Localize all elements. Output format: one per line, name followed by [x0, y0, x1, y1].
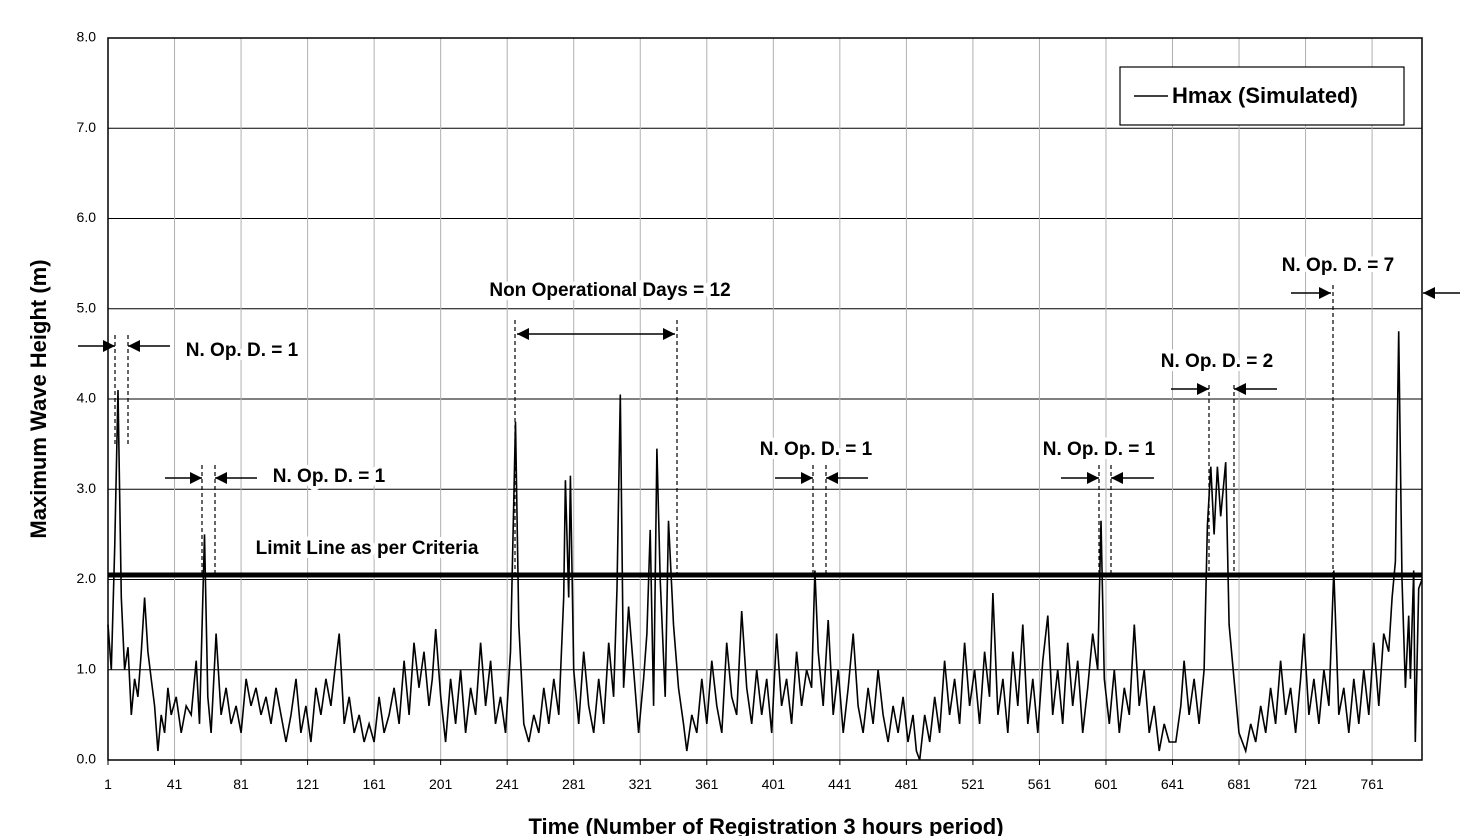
- annotation: N. Op. D. = 2: [1161, 351, 1273, 372]
- series-line: [107, 331, 1423, 761]
- x-tick-label: 41: [167, 776, 183, 792]
- x-tick-label: 321: [629, 776, 653, 792]
- x-tick-label: 681: [1227, 776, 1251, 792]
- x-tick-label: 761: [1360, 776, 1384, 792]
- x-tick-label: 1: [104, 776, 112, 792]
- x-tick-label: 161: [362, 776, 386, 792]
- x-tick-label: 121: [296, 776, 320, 792]
- x-tick-label: 201: [429, 776, 453, 792]
- x-tick-label: 721: [1294, 776, 1318, 792]
- y-tick-label: 2.0: [77, 570, 97, 586]
- y-tick-label: 3.0: [77, 480, 97, 496]
- y-tick-label: 1.0: [77, 660, 97, 676]
- x-tick-label: 441: [828, 776, 852, 792]
- y-tick-label: 7.0: [77, 119, 97, 135]
- legend-label: Hmax (Simulated): [1172, 83, 1358, 108]
- x-tick-label: 281: [562, 776, 586, 792]
- y-tick-label: 4.0: [77, 390, 97, 406]
- y-axis-title: Maximum Wave Height (m): [26, 259, 51, 538]
- x-tick-label: 521: [961, 776, 985, 792]
- annotation: Limit Line as per Criteria: [256, 538, 479, 559]
- plot-frame: [107, 37, 1423, 761]
- x-tick-label: 241: [496, 776, 520, 792]
- x-tick-label: 481: [895, 776, 919, 792]
- annotation: N. Op. D. = 1: [186, 340, 299, 361]
- y-tick-label: 5.0: [77, 299, 97, 315]
- y-tick-label: 0.0: [77, 751, 97, 767]
- x-axis-title: Time (Number of Registration 3 hours per…: [528, 814, 1003, 836]
- annotation: N. Op. D. = 1: [760, 439, 873, 460]
- x-tick-label: 561: [1028, 776, 1052, 792]
- y-tick-label: 6.0: [77, 209, 97, 225]
- annotation: Non Operational Days = 12: [489, 280, 730, 301]
- annotation: N. Op. D. = 1: [273, 466, 386, 487]
- x-tick-label: 601: [1094, 776, 1118, 792]
- annotation: N. Op. D. = 7: [1282, 255, 1394, 276]
- x-tick-label: 401: [762, 776, 786, 792]
- y-tick-label: 8.0: [77, 29, 97, 45]
- x-tick-label: 81: [233, 776, 249, 792]
- x-tick-label: 361: [695, 776, 719, 792]
- annotation: N. Op. D. = 1: [1043, 439, 1156, 460]
- x-tick-label: 641: [1161, 776, 1185, 792]
